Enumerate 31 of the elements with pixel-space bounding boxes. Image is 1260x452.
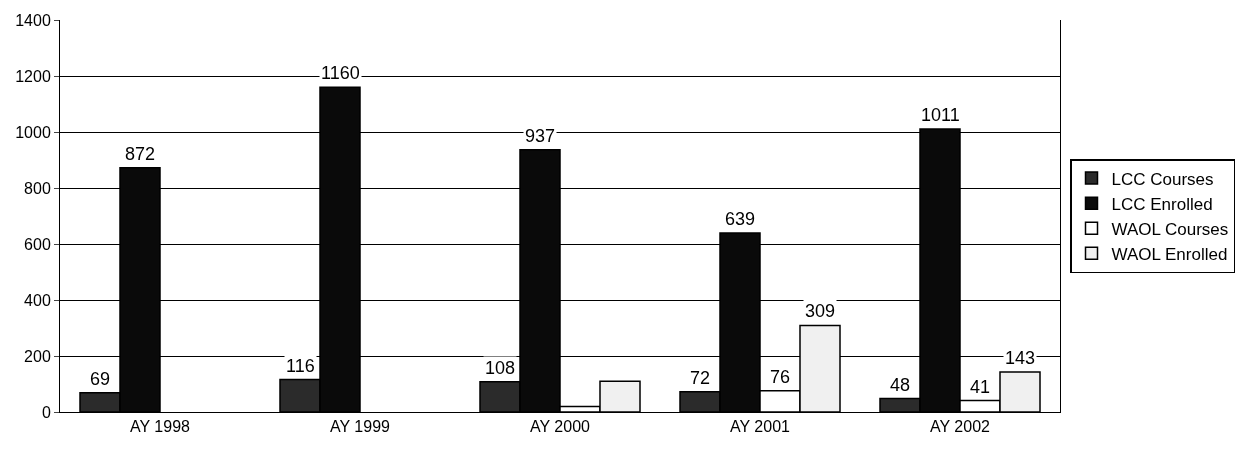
- y-tick-label: 800: [24, 179, 51, 197]
- data-label: 69: [90, 369, 111, 389]
- data-label: 48: [890, 375, 911, 395]
- x-tick-label: AY 2002: [930, 418, 991, 436]
- y-tick-label: 600: [24, 235, 51, 253]
- data-label: 116: [286, 356, 315, 376]
- data-label: 639: [725, 209, 756, 229]
- data-label: 41: [970, 377, 991, 397]
- x-tick-label: AY 1999: [330, 418, 391, 436]
- data-label: 76: [770, 367, 791, 387]
- x-tick-label: AY 1998: [130, 418, 191, 436]
- x-tick-label: AY 2001: [730, 418, 791, 436]
- legend-label: WAOL Courses: [1111, 219, 1229, 239]
- y-tick-label: 1400: [15, 11, 51, 29]
- data-label: 1011: [921, 105, 960, 125]
- y-tick-label: 1200: [15, 67, 51, 85]
- legend-label: LCC Enrolled: [1111, 194, 1213, 214]
- y-tick-label: 400: [24, 291, 51, 309]
- data-label: 108: [485, 358, 516, 378]
- x-tick-label: AY 2000: [530, 418, 591, 436]
- legend-label: LCC Courses: [1111, 169, 1214, 189]
- data-label: 937: [525, 126, 556, 146]
- y-tick-label: 200: [24, 347, 51, 365]
- data-label: 309: [805, 301, 836, 321]
- y-tick-label: 0: [41, 403, 51, 421]
- data-label: 143: [1005, 348, 1036, 368]
- data-label: 872: [125, 144, 156, 164]
- y-tick-label: 1000: [15, 123, 51, 141]
- data-label: 1160: [321, 63, 360, 83]
- data-label: 72: [690, 368, 711, 388]
- legend-label: WAOL Enrolled: [1111, 244, 1228, 264]
